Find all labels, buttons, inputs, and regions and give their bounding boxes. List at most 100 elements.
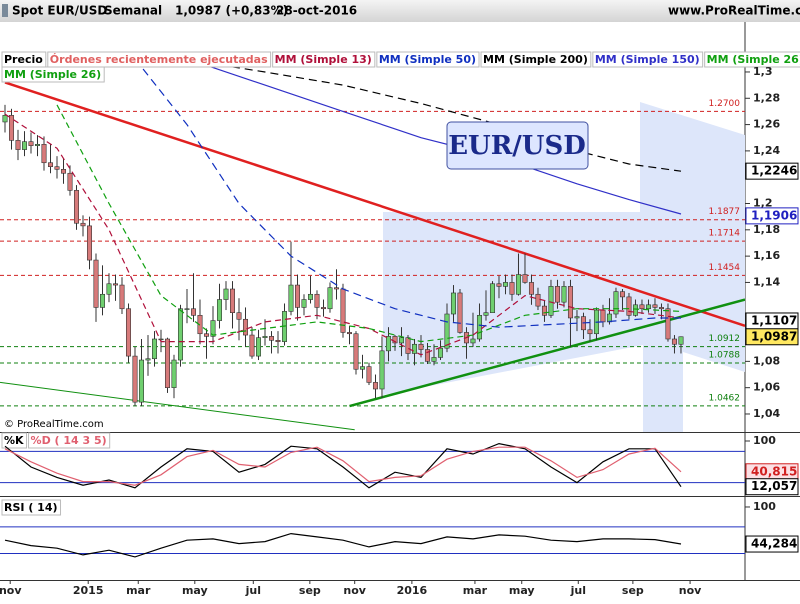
candle-body (145, 358, 151, 361)
candle-body (613, 291, 619, 315)
candle-body (132, 355, 138, 403)
y-tick-label: 100 (753, 500, 776, 513)
candle-body (541, 305, 547, 316)
candle-body (554, 286, 560, 303)
candle-body (48, 162, 54, 167)
legend-entry: %K (4, 434, 24, 447)
candle-body (665, 308, 671, 340)
candle-body (138, 359, 144, 403)
price-box (745, 535, 799, 553)
candle-body (457, 292, 463, 333)
price-label: 1,0987 (751, 329, 797, 343)
price-label: 44,284 (751, 537, 797, 551)
candle-body (320, 307, 326, 310)
legend-box (1, 66, 105, 83)
legend-box (1, 432, 28, 449)
y-tick-label: 1,3 (753, 65, 773, 78)
candle-body (229, 288, 235, 313)
candle-body (658, 307, 664, 310)
candle-body (15, 140, 21, 150)
candle-body (626, 296, 632, 316)
candle-body (398, 337, 404, 344)
legend-entry: MM (Simple 50) (379, 53, 476, 66)
legend-box (376, 51, 480, 68)
candle-body (678, 336, 684, 345)
legend-entry: MM (Simple 200) (483, 53, 588, 66)
price-label: 1,2246 (751, 164, 797, 178)
level-label: 1.1454 (709, 263, 741, 273)
x-tick-label: jul (570, 584, 586, 597)
series-line (180, 58, 682, 172)
candle-body (268, 336, 274, 341)
candle-body (327, 287, 333, 310)
candle-body (74, 190, 80, 224)
candle-body (28, 141, 34, 146)
candle-body (405, 337, 411, 354)
price-box (745, 162, 799, 180)
series-line (186, 58, 682, 215)
candle-body (489, 283, 495, 313)
candle-body (450, 292, 456, 315)
candle-body (242, 318, 248, 336)
candle-body (437, 347, 443, 358)
legend-entry: MM (Simple 13) (275, 53, 372, 66)
y-tick-label: 1,14 (753, 275, 780, 288)
candle-body (314, 293, 320, 308)
candle-body (444, 313, 450, 349)
candle-body (164, 338, 170, 388)
candle-body (255, 337, 261, 357)
candle-body (288, 284, 294, 312)
level-label: 1.1877 (709, 207, 741, 217)
series-line (4, 446, 682, 486)
candle-body (600, 309, 606, 323)
price-label: 1,1906 (751, 208, 797, 222)
candle-body (470, 338, 476, 344)
x-tick-label: nov (0, 584, 22, 597)
legend-entry: Precio (4, 53, 43, 66)
candle-body (574, 316, 580, 319)
x-tick-label: may (182, 584, 208, 597)
legend-box (480, 51, 592, 68)
candle-body (61, 169, 67, 174)
candle-body (366, 366, 372, 383)
period: Semanal (104, 4, 162, 18)
candle-body (35, 144, 41, 146)
candle-body (483, 312, 489, 316)
price-label: 1,1107 (751, 313, 797, 327)
candle-body (392, 336, 398, 344)
x-tick-label: sep (622, 584, 644, 597)
x-tick-label: nov (343, 584, 366, 597)
candle-body (535, 293, 541, 307)
candle-body (515, 274, 521, 295)
y-tick-label: 100 (753, 434, 776, 447)
series-line (56, 104, 682, 343)
price-label: 40,815 (751, 464, 797, 478)
series-line (4, 532, 682, 558)
y-tick-label: 1,04 (753, 407, 780, 420)
candle-body (249, 334, 255, 357)
candle-body (619, 291, 625, 298)
logo-text: EUR/USD (448, 131, 586, 161)
legend-entry: %D ( 14 3 5) (31, 434, 107, 447)
candle-body (411, 343, 417, 354)
candle-body (275, 340, 281, 342)
date: 28-oct-2016 (276, 4, 357, 18)
candle-body (210, 320, 216, 337)
candle-body (509, 282, 515, 295)
candle-body (379, 350, 385, 390)
candle-body (216, 299, 222, 321)
x-tick-label: mar (463, 584, 488, 597)
right-axis-area (745, 22, 800, 600)
candle-body (177, 308, 183, 361)
candle-body (528, 282, 534, 295)
y-tick-label: 1,24 (753, 144, 780, 157)
level-label: 1.1714 (709, 229, 741, 239)
candle-body (561, 286, 567, 303)
quote: 1,0987 (+0,83%) (175, 4, 288, 18)
y-tick-label: 1,26 (753, 118, 780, 131)
candle-body (87, 225, 93, 261)
candle-body (54, 166, 60, 170)
candle-body (301, 299, 307, 308)
candle-body (431, 357, 437, 362)
y-tick-label: 1,08 (753, 354, 780, 367)
